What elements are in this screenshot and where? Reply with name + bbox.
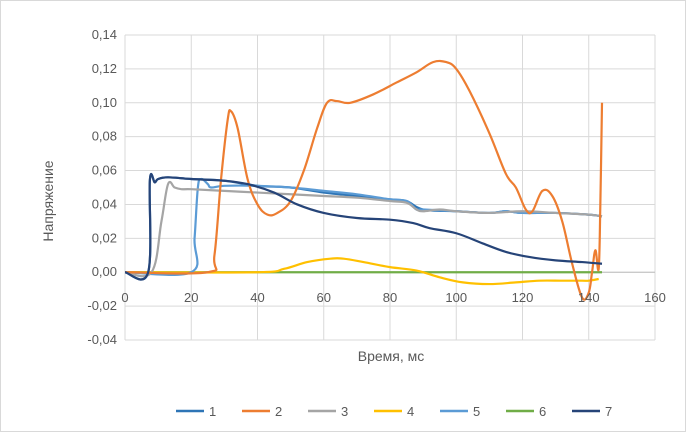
- y-tick-label: 0,14: [92, 27, 117, 42]
- x-tick-label: 0: [121, 290, 128, 305]
- legend-label-1: 1: [209, 404, 216, 419]
- legend-label-3: 3: [341, 404, 348, 419]
- y-tick-label: 0,12: [92, 61, 117, 76]
- x-tick-label: 40: [250, 290, 264, 305]
- series-line-4: [124, 257, 599, 286]
- x-tick-label: 100: [445, 290, 467, 305]
- x-tick-label: 20: [184, 290, 198, 305]
- legend-label-6: 6: [539, 404, 546, 419]
- y-tick-label: 0,08: [92, 129, 117, 144]
- legend-label-4: 4: [407, 404, 414, 419]
- series-line-3: [124, 180, 603, 278]
- tick-labels: 0 20 40 60 80 100 120 140 160 -0,04 -0,02 0,00 0,02 0…: [87, 27, 665, 347]
- series-line-2: [124, 59, 604, 301]
- y-tick-label: 0,10: [92, 95, 117, 110]
- y-tick-label: 0,06: [92, 163, 117, 178]
- y-tick-label: -0,04: [87, 332, 117, 347]
- legend: 1 2 3 4 5 6 7: [176, 404, 612, 419]
- x-axis-title: Время, мс: [358, 348, 425, 364]
- series-line-7: [124, 173, 603, 281]
- series-line-5: [124, 177, 603, 277]
- y-tick-label: -0,02: [87, 298, 117, 313]
- y-tick-label: 0,04: [92, 196, 117, 211]
- x-tick-label: 160: [644, 290, 666, 305]
- y-tick-label: 0,00: [92, 264, 117, 279]
- legend-label-7: 7: [605, 404, 612, 419]
- x-tick-label: 60: [317, 290, 331, 305]
- x-tick-label: 80: [383, 290, 397, 305]
- y-tick-label: 0,02: [92, 230, 117, 245]
- series-lines: [124, 59, 604, 301]
- x-tick-label: 140: [578, 290, 600, 305]
- y-axis-title: Напряжение: [40, 160, 56, 241]
- legend-label-5: 5: [473, 404, 480, 419]
- legend-label-2: 2: [275, 404, 282, 419]
- x-tick-label: 120: [512, 290, 534, 305]
